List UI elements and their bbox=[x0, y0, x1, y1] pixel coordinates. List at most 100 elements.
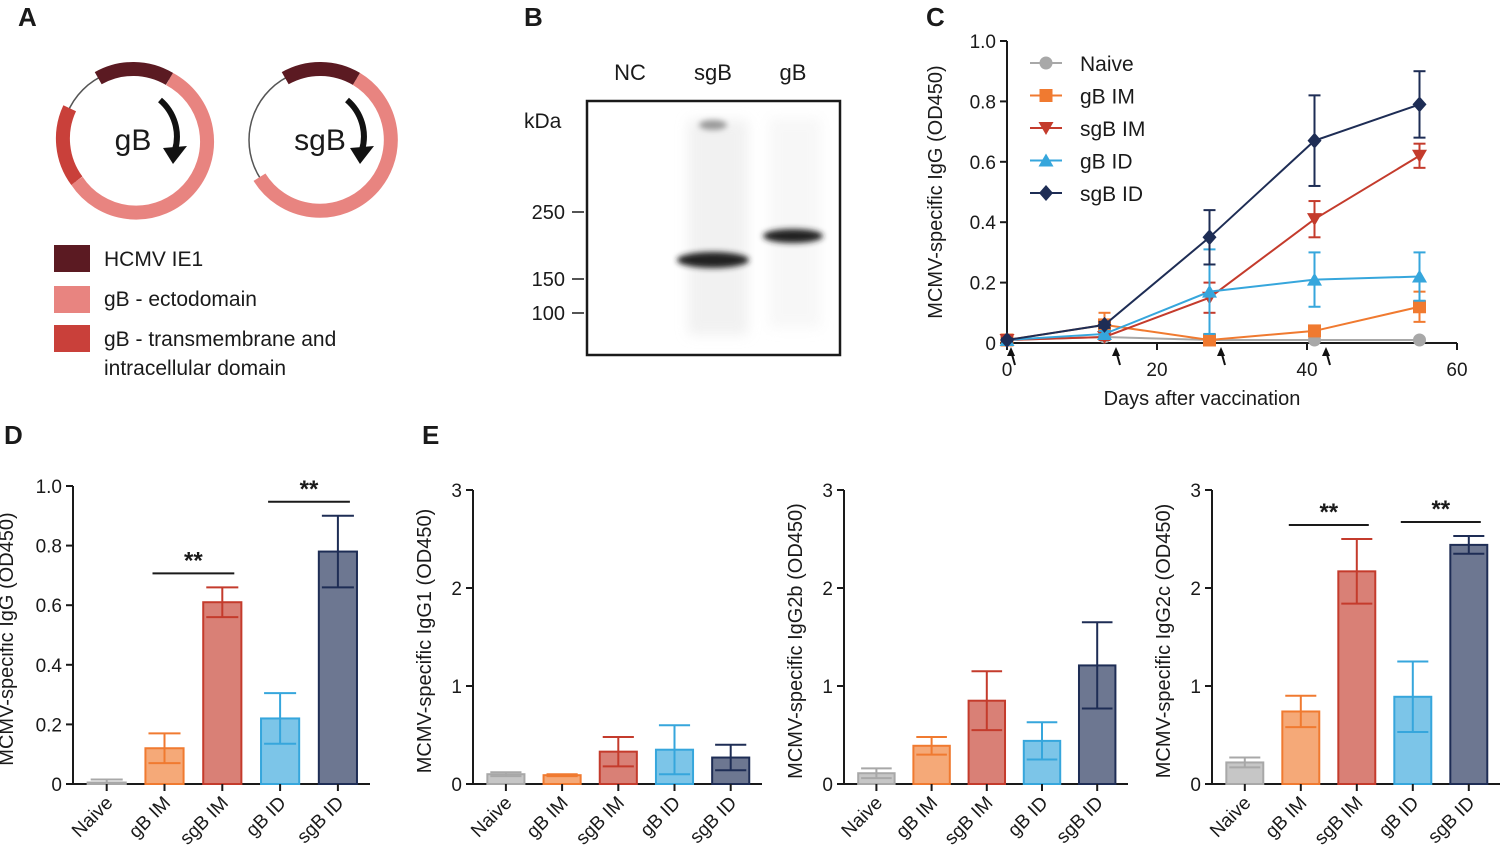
blot-band-sgb bbox=[677, 252, 749, 268]
data-point-gb-im bbox=[1308, 324, 1321, 338]
y-axis-title: MCMV-specific IgG (OD450) bbox=[925, 65, 947, 318]
marker-250: 250 bbox=[532, 202, 565, 224]
legend-label-ectodomain: gB - ectodomain bbox=[104, 288, 257, 311]
data-point-sgb-id bbox=[1000, 331, 1014, 348]
plasmid-gb-label: gB bbox=[115, 124, 152, 157]
y-axis-title: MCMV-specific IgG2b (OD450) bbox=[785, 503, 807, 779]
significance-label: ** bbox=[1431, 496, 1450, 523]
blot-lane-smear bbox=[769, 118, 821, 328]
y-tick-label: 0.4 bbox=[36, 656, 63, 677]
y-axis-title: MCMV-specific IgG1 (OD450) bbox=[414, 509, 436, 774]
x-tick-label-sgb-id: sgB ID bbox=[293, 793, 348, 848]
x-tick-label-gb-id: gB ID bbox=[1004, 793, 1052, 841]
blot-unit: kDa bbox=[524, 110, 562, 133]
y-tick-label: 0.8 bbox=[36, 537, 62, 558]
x-tick-label-gb-im: gB IM bbox=[892, 793, 942, 843]
arrowhead-icon bbox=[350, 146, 374, 164]
x-tick-label-sgb-id: sgB ID bbox=[1053, 793, 1108, 848]
arrowhead-icon bbox=[1217, 347, 1225, 356]
arrowhead-icon bbox=[1007, 347, 1015, 356]
plasmid-gb-tm-arc bbox=[55, 105, 83, 185]
panel-b: NC sgB gB kDa 250 150 100 bbox=[524, 60, 842, 357]
legend-label-gb-im: gB IM bbox=[1080, 86, 1135, 109]
y-tick-label: 0 bbox=[822, 775, 833, 796]
y-tick-label: 1 bbox=[1190, 677, 1201, 698]
x-tick-label: 20 bbox=[1146, 360, 1167, 381]
x-tick-label-sgb-im: sgB IM bbox=[572, 793, 629, 850]
panel-label-b: B bbox=[524, 2, 543, 32]
significance-label: ** bbox=[184, 547, 203, 574]
significance-label: ** bbox=[1319, 499, 1338, 526]
panel-d-bar-chart: 0 0.2 0.4 0.6 0.8 1.0 MCMV-specific IgG (OD450… bbox=[0, 476, 370, 850]
y-tick-label: 3 bbox=[822, 481, 833, 502]
x-axis-title: Days after vaccination bbox=[1104, 388, 1301, 410]
x-tick-label-naive: Naive bbox=[467, 793, 516, 842]
x-tick-label-sgb-id: sgB ID bbox=[1424, 793, 1479, 848]
data-point-sgb-id bbox=[1307, 132, 1322, 149]
plasmid-sgb-direction-arrow bbox=[344, 97, 367, 151]
legend-swatch-tm bbox=[54, 325, 90, 352]
x-tick-label-naive: Naive bbox=[1206, 793, 1255, 842]
legend-label-sgb-im: sgB IM bbox=[1080, 118, 1145, 141]
y-axis-title: MCMV-specific IgG2c (OD450) bbox=[1153, 504, 1175, 779]
panel-label-c: C bbox=[926, 2, 945, 32]
y-tick-label: 0.2 bbox=[36, 715, 62, 736]
y-tick-label: 3 bbox=[451, 481, 462, 502]
panel-label-a: A bbox=[18, 2, 37, 32]
legend-label-tm: gB - transmembrane and bbox=[104, 328, 336, 351]
bar-sgb-im bbox=[1337, 570, 1377, 786]
data-point-naive bbox=[1413, 333, 1426, 347]
data-point-sgb-id bbox=[1202, 229, 1217, 246]
y-tick-label: 0 bbox=[985, 334, 996, 355]
arrowhead-icon bbox=[1112, 347, 1120, 356]
y-tick-label: 3 bbox=[1190, 481, 1201, 502]
y-tick-label: 0.6 bbox=[970, 153, 996, 174]
x-tick-label-naive: Naive bbox=[68, 793, 117, 842]
significance-label: ** bbox=[300, 476, 319, 503]
legend-label-gb-id: gB ID bbox=[1080, 151, 1133, 174]
data-point-gb-im bbox=[1413, 300, 1426, 314]
lane-label-sgb: sgB bbox=[694, 60, 732, 85]
y-tick-label: 0.2 bbox=[970, 274, 996, 295]
x-tick-label-gb-id: gB ID bbox=[242, 793, 290, 841]
legend-label-ie1: HCMV IE1 bbox=[104, 248, 203, 271]
x-tick-label: 0 bbox=[1002, 360, 1013, 381]
data-point-sgb-id bbox=[1097, 316, 1112, 333]
marker-100: 100 bbox=[532, 303, 565, 325]
x-tick-label-gb-id: gB ID bbox=[637, 793, 685, 841]
panel-label-e: E bbox=[422, 420, 439, 450]
x-tick-label: 40 bbox=[1296, 360, 1317, 381]
x-tick-label-gb-im: gB IM bbox=[523, 793, 573, 843]
x-tick-label-gb-id: gB ID bbox=[1375, 793, 1423, 841]
x-tick-label-naive: Naive bbox=[838, 793, 887, 842]
x-tick-label-sgb-id: sgB ID bbox=[686, 793, 741, 848]
legend-marker-gb-im bbox=[1039, 89, 1053, 102]
legend-marker-sgb-id bbox=[1039, 185, 1053, 201]
marker-150: 150 bbox=[532, 269, 565, 291]
panel-a-legend: HCMV IE1 gB - ectodomain gB - transmembr… bbox=[54, 245, 336, 380]
y-tick-label: 2 bbox=[451, 579, 462, 600]
bar-sgb-im bbox=[202, 601, 243, 785]
blot-band-faint bbox=[699, 120, 727, 130]
data-point-sgb-id bbox=[1412, 96, 1427, 113]
legend-marker-sgb-im bbox=[1038, 122, 1054, 135]
x-tick-label-gb-im: gB IM bbox=[125, 793, 175, 843]
blot-band-gb bbox=[763, 229, 823, 243]
legend-marker-gb-id bbox=[1038, 153, 1054, 167]
y-tick-label: 0.6 bbox=[36, 596, 62, 617]
y-tick-label: 1 bbox=[451, 677, 462, 698]
x-tick-label-sgb-im: sgB IM bbox=[176, 793, 233, 850]
plasmid-gb-ie1-arc bbox=[94, 62, 173, 86]
arrowhead-icon bbox=[1322, 347, 1330, 356]
plasmid-gb-ectodomain-arc bbox=[70, 72, 215, 220]
data-point-sgb-im bbox=[1307, 213, 1322, 227]
panel-c-line-chart: 0 0.2 0.4 0.6 0.8 1.0 0 20 40 60 Days after vaccin… bbox=[925, 32, 1468, 410]
plasmid-sgb-ie1-arc bbox=[281, 62, 360, 86]
legend-label-tm-line2: intracellular domain bbox=[104, 357, 286, 380]
legend-label-naive: Naive bbox=[1080, 53, 1134, 76]
legend-label-sgb-id: sgB ID bbox=[1080, 183, 1143, 206]
y-tick-label: 2 bbox=[822, 579, 833, 600]
arrowhead-icon bbox=[163, 146, 187, 164]
panel-label-d: D bbox=[4, 420, 23, 450]
